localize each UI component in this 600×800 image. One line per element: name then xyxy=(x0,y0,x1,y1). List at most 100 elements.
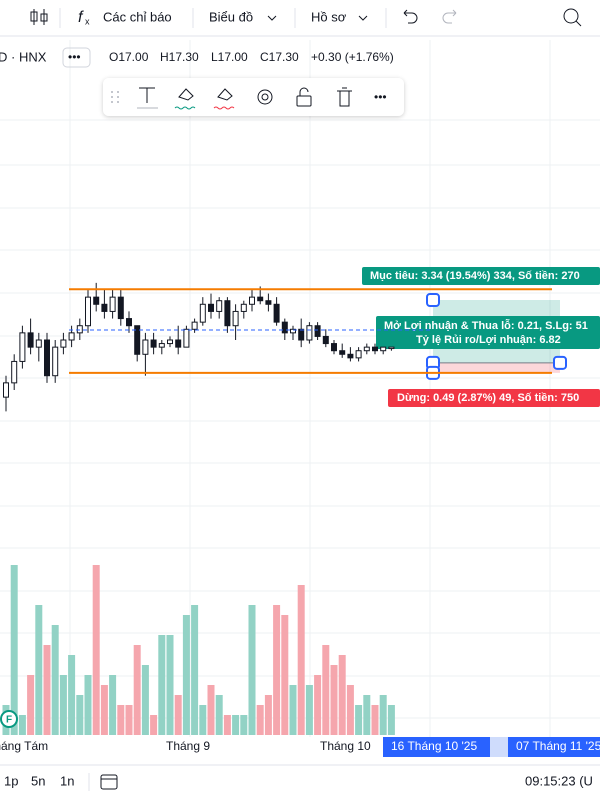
stop-label: Dừng: 0.49 (2.87%) 49, Số tiền: 750 xyxy=(397,392,579,404)
bars-icon[interactable] xyxy=(30,9,48,25)
more[interactable]: ••• xyxy=(374,90,387,104)
volume-bar xyxy=(346,685,354,735)
candle-body xyxy=(60,339,67,348)
flag-marker: F xyxy=(0,710,18,728)
range[interactable]: 5n xyxy=(31,773,45,788)
candle-body xyxy=(44,339,50,377)
candle-body xyxy=(290,328,296,334)
candle-body xyxy=(19,332,26,362)
candle-body xyxy=(167,339,173,345)
candle-body xyxy=(372,346,378,352)
volume-bar xyxy=(314,675,322,735)
candle-body xyxy=(314,325,321,337)
volume-bar xyxy=(109,675,117,735)
candle-body xyxy=(265,300,272,305)
candle-body xyxy=(240,303,247,312)
candle-body xyxy=(158,343,165,348)
candle-body xyxy=(257,296,264,302)
volume-bar xyxy=(223,715,231,735)
x-label: Tháng Tám xyxy=(0,739,48,753)
candle-body xyxy=(322,335,329,345)
volume-bar xyxy=(199,705,207,735)
volume-bar xyxy=(35,605,43,735)
volume-bar xyxy=(289,685,297,735)
position-tool: Mục tiêu: 3.34 (19.54%) 334, Số tiền: 27… xyxy=(362,267,600,407)
pnl-label: Mở Lợi nhuận & Thua lỗ: 0.21, S.Lg: 51 xyxy=(384,319,588,332)
candle-body xyxy=(150,339,157,348)
stop-label-bg xyxy=(388,389,600,407)
candle-body xyxy=(76,325,83,334)
candle-body xyxy=(298,328,305,341)
candle-body xyxy=(183,328,190,348)
volume-bar xyxy=(59,675,67,735)
candle-body xyxy=(355,350,362,359)
candle-body xyxy=(380,346,387,352)
target-label: Mục tiêu: 3.34 (19.54%) 334, Số tiền: 27… xyxy=(370,270,580,282)
range[interactable]: 1n xyxy=(60,773,74,788)
volume-bar xyxy=(240,715,248,735)
candle-body xyxy=(224,300,231,327)
volume-bar xyxy=(76,695,84,735)
candle-body xyxy=(208,303,214,312)
loss-zone xyxy=(433,362,560,373)
volume-bar xyxy=(338,655,346,735)
volume-bar xyxy=(363,695,371,735)
undo[interactable] xyxy=(403,9,418,24)
open: O17.00 xyxy=(109,50,149,64)
candle-body xyxy=(52,346,59,377)
settings[interactable] xyxy=(257,89,273,105)
fx-icon[interactable]: f xyxy=(78,9,84,26)
volume-bar xyxy=(207,685,215,735)
volume-bar xyxy=(191,605,199,735)
price-pane xyxy=(3,282,552,412)
volume-bar xyxy=(379,695,387,735)
candle-body xyxy=(191,321,198,330)
fill-color[interactable] xyxy=(178,88,194,101)
lock[interactable] xyxy=(296,95,312,107)
volume-bar xyxy=(305,685,313,735)
x-highlight: 07 Tháng 11 '25 xyxy=(516,739,600,753)
change: +0.30 (+1.76%) xyxy=(311,50,394,64)
candle-body xyxy=(339,350,346,355)
indicators[interactable]: Các chỉ báo xyxy=(103,9,172,24)
text-tool[interactable] xyxy=(139,87,155,103)
candle-body xyxy=(101,303,108,312)
candle-body xyxy=(273,303,280,323)
candle-body xyxy=(306,325,313,341)
line-color[interactable] xyxy=(217,88,233,101)
handle[interactable] xyxy=(426,293,440,307)
volume-bar xyxy=(125,705,133,735)
symbol[interactable]: D · HNX xyxy=(0,49,47,64)
range[interactable]: 1p xyxy=(4,773,18,788)
candle-body xyxy=(331,343,337,352)
pnl-label-bg xyxy=(376,316,600,349)
volume-pane xyxy=(2,565,395,735)
candle-body xyxy=(35,339,42,348)
volume-bar xyxy=(387,705,395,735)
x-label: Tháng 10 xyxy=(320,739,371,753)
volume-bar xyxy=(158,635,166,735)
volume-bar xyxy=(182,615,190,735)
chart-menu[interactable]: Biểu đồ xyxy=(209,9,253,24)
redo[interactable] xyxy=(442,9,457,24)
delete[interactable] xyxy=(337,87,352,107)
volume-bar xyxy=(248,605,256,735)
volume-bar xyxy=(371,705,379,735)
date-range[interactable] xyxy=(100,774,118,790)
profile-menu[interactable]: Hồ sơ xyxy=(311,9,347,24)
volume-bar xyxy=(281,615,289,735)
volume-bar xyxy=(297,585,305,735)
x-highlight: 16 Tháng 10 '25 xyxy=(391,739,477,753)
close: C17.30 xyxy=(260,50,299,64)
volume-bar xyxy=(117,705,125,735)
candle-body xyxy=(11,360,18,384)
volume-bar xyxy=(84,675,92,735)
handle[interactable] xyxy=(553,355,567,370)
svg-text:x: x xyxy=(85,16,90,26)
volume-bar xyxy=(264,695,272,735)
volume-bar xyxy=(150,715,158,735)
snapshot[interactable] xyxy=(563,8,579,24)
candle-body xyxy=(117,296,124,320)
